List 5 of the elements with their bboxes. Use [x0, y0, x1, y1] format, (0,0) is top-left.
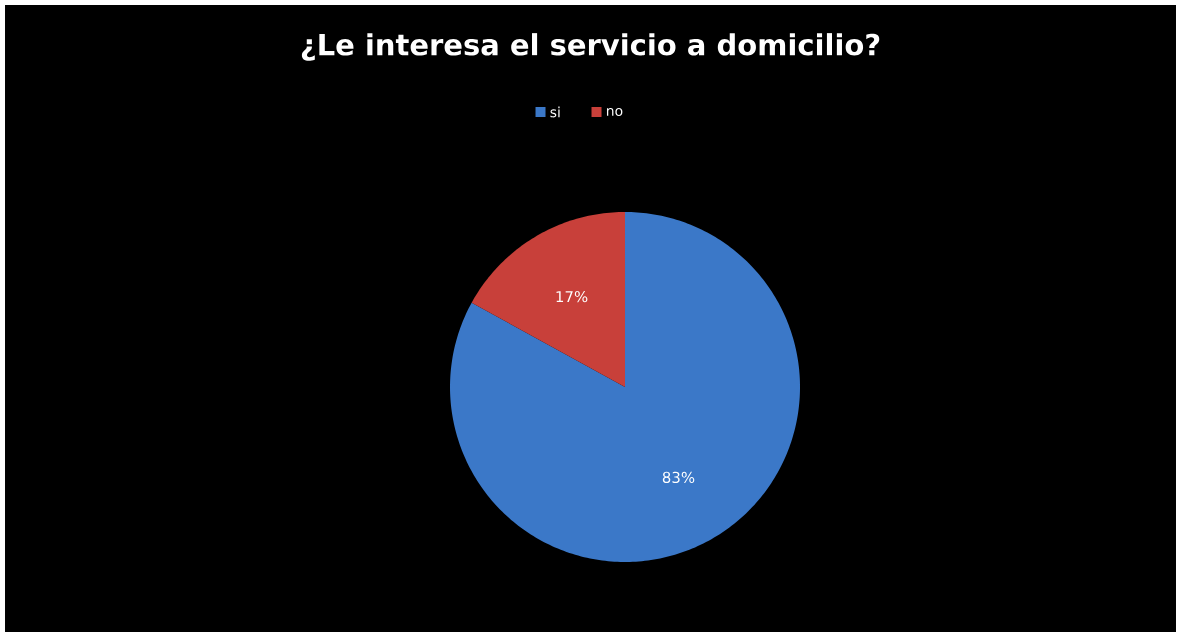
- data-label: 83%: [662, 471, 695, 484]
- chart-title: ¿Le interesa el servicio a domicilio?: [301, 33, 880, 61]
- legend-label: no: [606, 107, 623, 117]
- data-label: 17%: [556, 290, 588, 303]
- legend-label: si: [550, 106, 560, 118]
